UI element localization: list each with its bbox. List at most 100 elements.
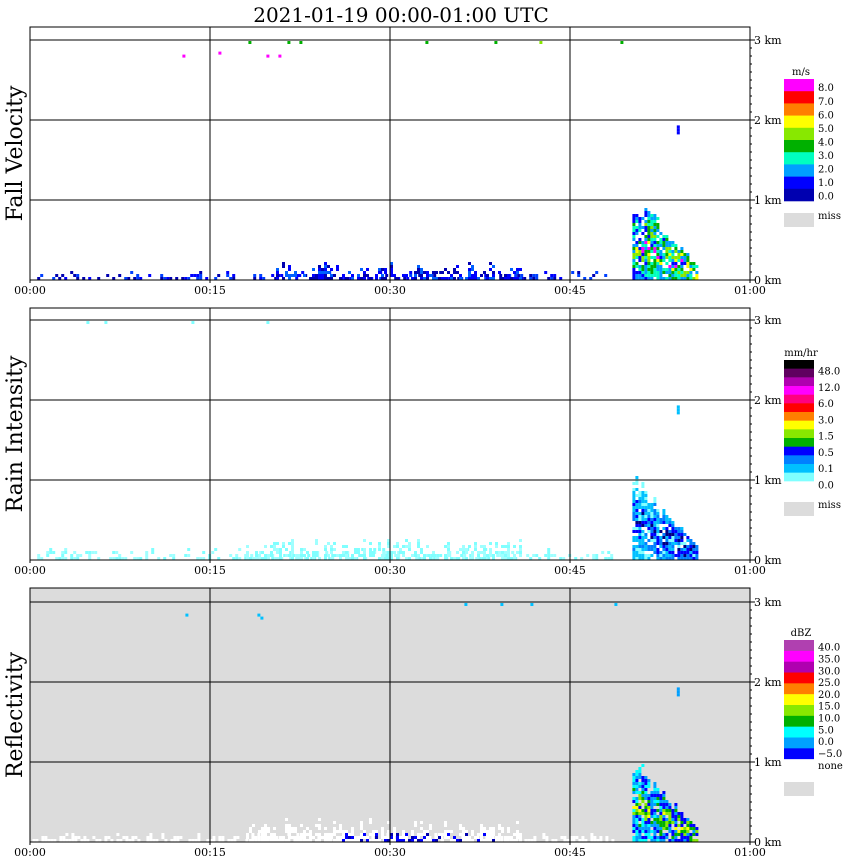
data-cell [324, 274, 327, 277]
data-cell [417, 268, 420, 271]
data-cell [402, 274, 405, 277]
data-cell [257, 839, 261, 842]
data-cell [677, 545, 681, 548]
data-cell [363, 551, 366, 554]
data-cell [500, 836, 504, 839]
data-cell [112, 551, 116, 554]
data-cell [692, 548, 696, 551]
data-cell [351, 839, 354, 842]
data-cell [486, 830, 489, 833]
data-cell [474, 274, 477, 277]
data-cell [402, 551, 405, 554]
legend-color-swatch [784, 429, 814, 439]
data-cell [341, 836, 345, 839]
data-cell [483, 830, 486, 833]
data-cell [285, 830, 288, 833]
data-cell [686, 821, 690, 824]
data-cell [641, 226, 645, 229]
data-cell [354, 551, 357, 554]
data-cell [121, 557, 125, 560]
data-cell [306, 551, 309, 554]
data-cell [647, 530, 651, 533]
data-cell [304, 557, 308, 560]
data-cell [674, 812, 678, 815]
legend-label: 0.5 [818, 448, 834, 459]
data-cell [539, 41, 543, 44]
data-cell [644, 821, 648, 824]
data-cell [330, 268, 333, 271]
data-cell [426, 830, 429, 833]
data-cell [647, 265, 651, 268]
data-cell [671, 551, 675, 554]
data-cell [229, 277, 233, 280]
data-cell [471, 554, 474, 557]
data-cell [638, 545, 642, 548]
data-cell [499, 274, 503, 277]
data-cell [641, 557, 645, 560]
data-cell [487, 557, 491, 560]
data-cell [282, 277, 285, 280]
data-cell [495, 545, 498, 548]
data-cell [647, 539, 651, 542]
data-cell [592, 554, 596, 557]
data-cell [551, 839, 555, 842]
data-cell [659, 250, 663, 253]
data-cell [227, 839, 231, 842]
data-cell [635, 839, 639, 842]
data-cell [396, 833, 399, 836]
data-cell [641, 839, 645, 842]
data-cell [197, 836, 201, 839]
data-cell [329, 839, 333, 842]
data-cell [641, 779, 645, 782]
time-tick-label: 00:30 [374, 564, 406, 577]
data-cell [414, 277, 417, 280]
legend-label: 10.0 [818, 714, 840, 725]
data-cell [453, 836, 456, 839]
data-cell [647, 232, 651, 235]
data-cell [641, 503, 645, 506]
data-cell [149, 839, 153, 842]
data-cell [650, 277, 654, 280]
data-cell [689, 268, 693, 271]
data-cell [671, 268, 675, 271]
data-cell [501, 277, 504, 280]
data-cell [595, 557, 599, 560]
data-cell [665, 515, 669, 518]
data-cell [635, 256, 639, 259]
data-cell [264, 824, 267, 827]
data-cell [392, 836, 396, 839]
data-cell [659, 253, 663, 256]
data-cell [218, 839, 222, 842]
data-cell [486, 277, 489, 280]
data-cell [489, 268, 492, 271]
data-cell [262, 277, 266, 280]
data-cell [638, 238, 642, 241]
data-cell [638, 259, 642, 262]
data-cell [345, 551, 348, 554]
data-cell [469, 554, 473, 557]
data-cell [638, 268, 642, 271]
data-cell [394, 277, 398, 280]
data-cell [378, 542, 381, 545]
data-cell [249, 839, 252, 842]
data-cell [590, 836, 594, 839]
data-cell [375, 277, 378, 280]
data-cell [641, 539, 645, 542]
data-cell [423, 554, 426, 557]
data-cell [384, 836, 387, 839]
data-cell [417, 836, 420, 839]
data-cell [644, 803, 648, 806]
data-cell [480, 824, 483, 827]
data-cell [677, 551, 681, 554]
data-cell [671, 253, 675, 256]
data-cell [504, 277, 507, 280]
data-cell [635, 788, 639, 791]
data-cell [677, 253, 681, 256]
data-cell [238, 548, 242, 551]
data-cell [199, 274, 203, 277]
data-cell [632, 503, 636, 506]
data-cell [287, 41, 291, 44]
data-cell [444, 821, 447, 824]
data-cell [662, 833, 666, 836]
data-cell [387, 821, 390, 824]
